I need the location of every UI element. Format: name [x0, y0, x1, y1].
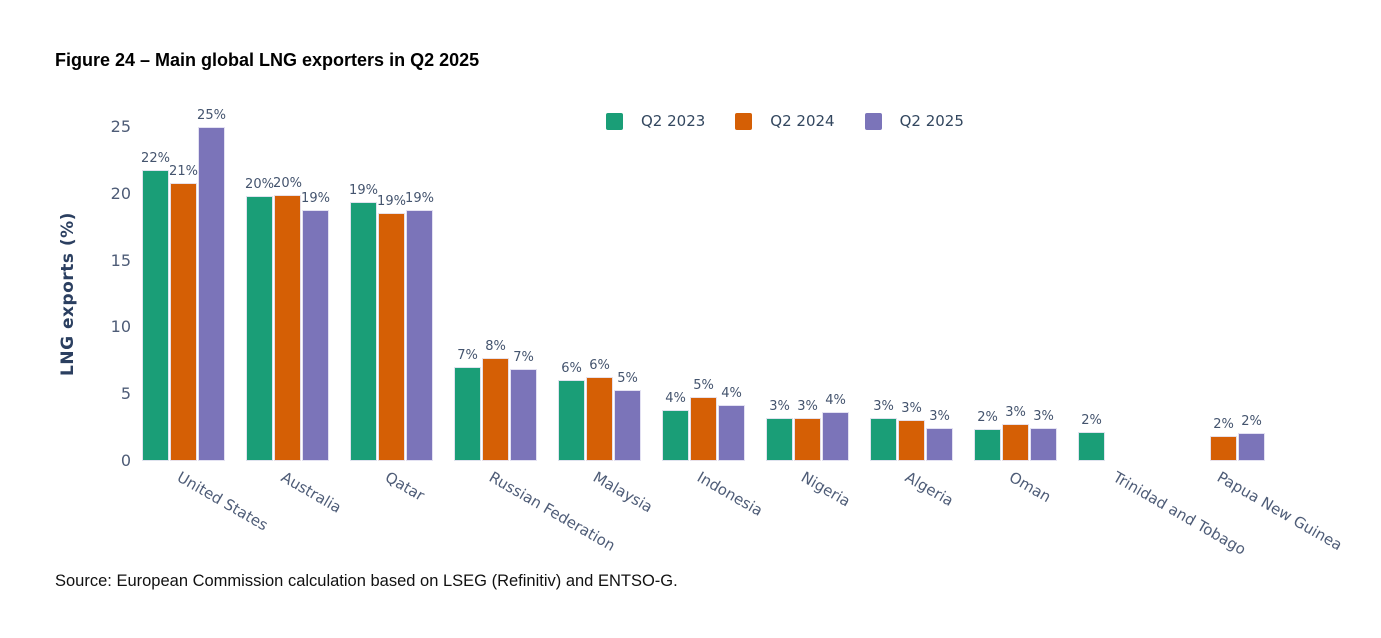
bar-value-label: 6%: [561, 360, 582, 376]
x-tick-label-nigeria: Nigeria: [798, 468, 854, 511]
x-tick-label-malaysia: Malaysia: [590, 468, 656, 517]
bar-value-label: 20%: [273, 176, 302, 192]
legend-label: Q2 2024: [770, 112, 835, 130]
y-tick-label: 15: [110, 250, 131, 270]
bar-value-label: 8%: [485, 339, 506, 355]
x-tick-label-australia: Australia: [278, 468, 345, 517]
bar-malaysia-q2-2024: [586, 376, 613, 461]
y-tick-label: 20: [110, 183, 131, 203]
legend-swatch-icon: [606, 112, 623, 130]
bar-value-label: 19%: [405, 190, 434, 206]
bar-value-label: 2%: [1081, 412, 1102, 428]
bar-value-label: 2%: [1213, 416, 1234, 432]
bar-qatar-q2-2025: [406, 209, 433, 461]
bar-value-label: 21%: [169, 164, 198, 180]
legend-item-q2-2024: Q2 2024: [735, 112, 835, 130]
bar-value-label: 6%: [589, 357, 610, 373]
bar-value-label: 4%: [665, 391, 686, 407]
bar-algeria-q2-2023: [870, 418, 897, 461]
legend-item-q2-2023: Q2 2023: [606, 112, 705, 130]
bar-value-label: 20%: [245, 177, 274, 193]
x-tick-label-indonesia: Indonesia: [694, 468, 766, 520]
bar-value-label: 22%: [141, 150, 170, 166]
bar-nigeria-q2-2024: [794, 418, 821, 461]
bar-value-label: 2%: [1241, 413, 1262, 429]
bar-united-states-q2-2025: [198, 127, 225, 461]
bar-value-label: 4%: [825, 392, 846, 408]
chart-legend: Q2 2023 Q2 2024 Q2 2025: [606, 112, 964, 130]
bar-value-label: 3%: [1033, 408, 1054, 424]
bar-value-label: 3%: [873, 399, 894, 415]
bar-nigeria-q2-2025: [822, 411, 849, 461]
bar-russian-federation-q2-2024: [482, 358, 509, 461]
bar-nigeria-q2-2023: [766, 418, 793, 461]
bar-algeria-q2-2024: [898, 419, 925, 461]
legend-item-q2-2025: Q2 2025: [864, 112, 964, 130]
bar-value-label: 5%: [693, 377, 714, 393]
bar-value-label: 19%: [301, 190, 330, 206]
bar-value-label: 2%: [977, 409, 998, 425]
bar-russian-federation-q2-2023: [454, 367, 481, 461]
bar-united-states-q2-2024: [170, 183, 197, 461]
legend-swatch-icon: [864, 112, 882, 130]
y-axis-title: LNG exports (%): [58, 212, 78, 376]
bar-indonesia-q2-2024: [690, 396, 717, 461]
bar-indonesia-q2-2023: [662, 410, 689, 461]
source-note: Source: European Commission calculation …: [55, 572, 678, 590]
bar-indonesia-q2-2025: [718, 404, 745, 461]
bar-value-label: 7%: [513, 349, 534, 365]
legend-swatch-icon: [735, 112, 753, 130]
bar-russian-federation-q2-2025: [510, 368, 537, 461]
bar-value-label: 19%: [377, 193, 406, 209]
bar-malaysia-q2-2025: [614, 390, 641, 461]
bar-australia-q2-2023: [246, 196, 273, 461]
bar-papua-new-guinea-q2-2024: [1210, 435, 1237, 461]
bar-value-label: 19%: [349, 182, 378, 198]
figure-title: Figure 24 – Main global LNG exporters in…: [55, 50, 480, 70]
y-tick-label: 10: [110, 317, 131, 337]
bar-algeria-q2-2025: [926, 427, 953, 461]
bar-qatar-q2-2023: [350, 201, 377, 461]
x-tick-label-qatar: Qatar: [382, 468, 428, 505]
legend-label: Q2 2023: [641, 112, 706, 130]
bar-value-label: 25%: [197, 108, 226, 123]
bar-trinidad-and-tobago-q2-2023: [1078, 431, 1105, 461]
bar-qatar-q2-2024: [378, 212, 405, 461]
bar-value-label: 7%: [457, 348, 478, 364]
bar-value-label: 3%: [929, 408, 950, 424]
bar-papua-new-guinea-q2-2025: [1238, 432, 1265, 461]
bar-value-label: 5%: [617, 371, 638, 387]
bar-value-label: 3%: [769, 399, 790, 415]
bar-oman-q2-2025: [1030, 427, 1057, 461]
bar-value-label: 3%: [1005, 404, 1026, 420]
bar-value-label: 3%: [901, 400, 922, 416]
x-tick-label-oman: Oman: [1006, 468, 1055, 507]
x-tick-label-united-states: United States: [174, 468, 271, 535]
bar-australia-q2-2025: [302, 209, 329, 461]
x-tick-label-algeria: Algeria: [902, 468, 957, 510]
bar-value-label: 4%: [721, 385, 742, 401]
bar-malaysia-q2-2023: [558, 379, 585, 461]
bar-oman-q2-2024: [1002, 423, 1029, 461]
y-tick-label: 25: [110, 117, 131, 136]
bar-australia-q2-2024: [274, 195, 301, 461]
y-tick-label: 5: [120, 384, 131, 404]
bar-united-states-q2-2023: [142, 169, 169, 461]
legend-label: Q2 2025: [899, 112, 964, 130]
y-tick-label: 0: [120, 451, 131, 470]
bar-value-label: 3%: [797, 399, 818, 415]
bar-oman-q2-2023: [974, 428, 1001, 461]
